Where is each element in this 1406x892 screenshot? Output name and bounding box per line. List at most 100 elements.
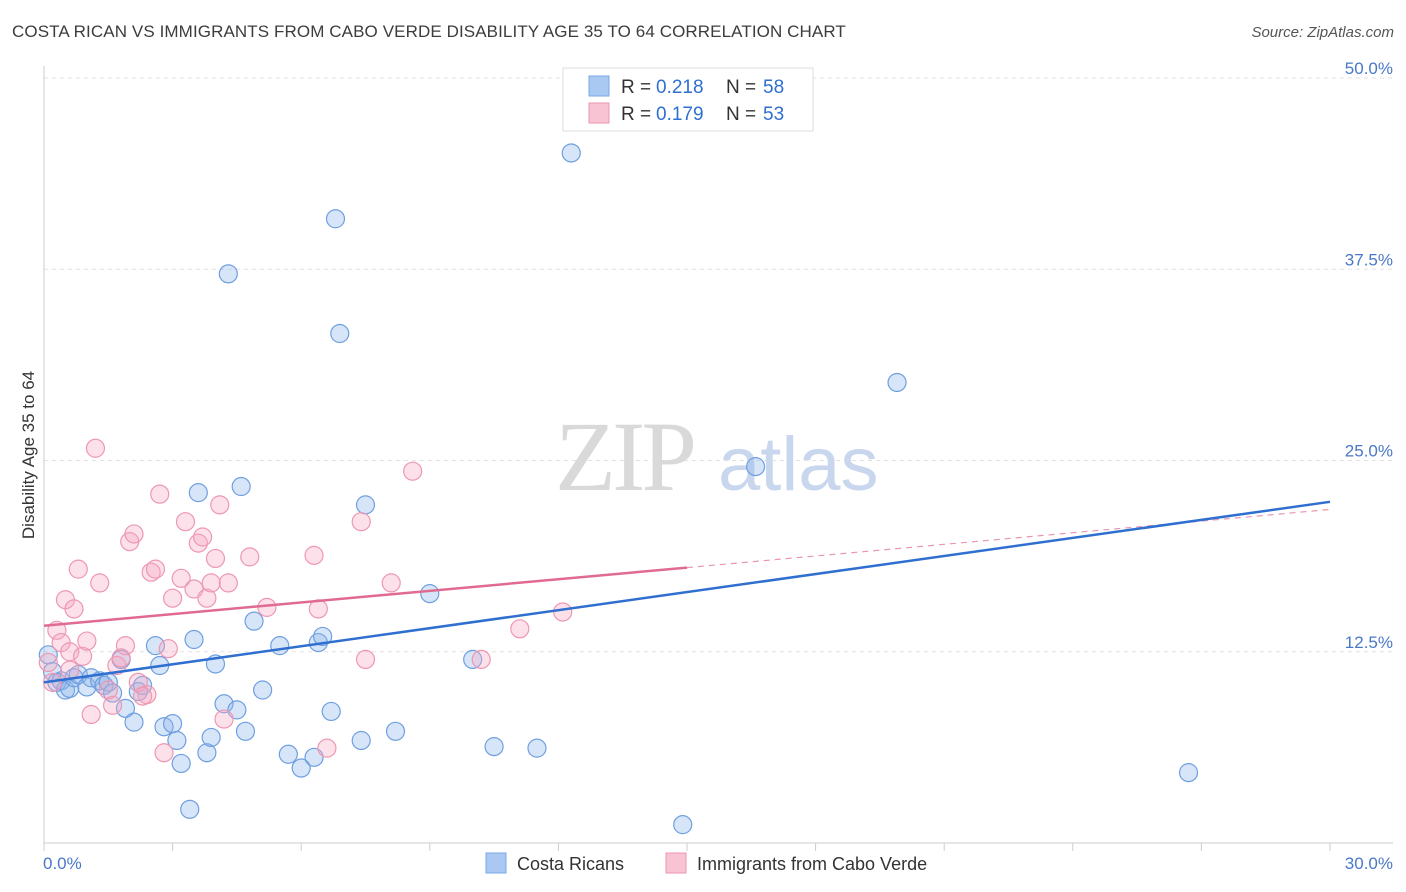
- point-costa-rican-40: [291, 758, 311, 778]
- point-costa-rican-57: [887, 372, 907, 393]
- point-cabo-verde-47: [403, 461, 423, 481]
- point-cabo-verde-14: [102, 695, 123, 715]
- y-tick-labels: 12.5% 25.0% 37.5% 50.0%: [1345, 59, 1393, 652]
- point-costa-rican-47: [351, 730, 371, 751]
- y-tick-label-1: 25.0%: [1345, 442, 1393, 461]
- chart-title: COSTA RICAN VS IMMIGRANTS FROM CABO VERD…: [12, 22, 846, 41]
- point-costa-rican-43: [313, 626, 333, 647]
- point-cabo-verde-51: [132, 686, 153, 706]
- point-cabo-verde-25: [154, 743, 174, 763]
- point-cabo-verde-33: [197, 588, 217, 608]
- point-costa-rican-39: [278, 744, 298, 764]
- point-cabo-verde-44: [351, 512, 371, 532]
- point-cabo-verde-34: [201, 573, 221, 593]
- legend-r-label-1: R =: [621, 104, 651, 125]
- point-cabo-verde-28: [171, 568, 191, 588]
- trend-line-costa-rican: [43, 500, 1331, 684]
- point-costa-rican-53: [527, 738, 547, 758]
- legend-r-value-1: 0.179: [656, 104, 704, 125]
- point-costa-rican-55: [673, 815, 693, 835]
- trend-line-cabo-verde: [43, 566, 688, 627]
- point-cabo-verde-7: [68, 559, 88, 579]
- y-axis-label: Disability Age 35 to 64: [19, 371, 38, 539]
- y-tick-label-2: 37.5%: [1345, 250, 1393, 269]
- point-cabo-verde-38: [218, 573, 238, 593]
- point-costa-rican-48: [355, 495, 376, 515]
- point-costa-rican-28: [197, 743, 217, 763]
- point-costa-rican-52: [484, 737, 504, 757]
- bottom-legend-swatch-blue: [485, 852, 507, 874]
- bottom-legend-label-1: Immigrants from Cabo Verde: [697, 854, 927, 874]
- y-tick-label-0: 12.5%: [1345, 633, 1393, 652]
- point-cabo-verde-46: [381, 573, 401, 593]
- point-costa-rican-38: [270, 636, 290, 656]
- point-cabo-verde-50: [553, 602, 573, 622]
- point-cabo-verde-43: [317, 738, 337, 758]
- point-cabo-verde-37: [214, 709, 234, 729]
- point-cabo-verde-6: [64, 599, 84, 619]
- point-costa-rican-23: [167, 730, 187, 751]
- point-costa-rican-34: [231, 476, 251, 497]
- point-cabo-verde-19: [124, 524, 144, 544]
- point-cabo-verde-0: [38, 652, 58, 673]
- bottom-legend-swatch-pink: [665, 852, 687, 874]
- point-costa-rican-32: [218, 264, 238, 284]
- point-cabo-verde-35: [205, 548, 226, 569]
- point-cabo-verde-49: [510, 619, 530, 639]
- point-cabo-verde-16: [111, 648, 131, 668]
- point-costa-rican-54: [561, 143, 581, 163]
- point-costa-rican-27: [188, 483, 208, 503]
- point-cabo-verde-24: [150, 484, 170, 504]
- legend-n-label-1: N =: [726, 104, 756, 125]
- point-cabo-verde-29: [175, 512, 196, 532]
- legend-r-value-0: 0.218: [656, 77, 704, 98]
- point-costa-rican-58: [1178, 763, 1199, 783]
- legend-n-value-1: 53: [763, 104, 784, 125]
- point-cabo-verde-36: [210, 495, 230, 515]
- point-costa-rican-44: [321, 701, 341, 722]
- point-cabo-verde-11: [85, 438, 106, 458]
- axes: [43, 66, 1393, 851]
- point-cabo-verde-9: [77, 631, 97, 651]
- point-costa-rican-16: [124, 712, 144, 732]
- source-label: Source: ZipAtlas.com: [1251, 24, 1394, 41]
- watermark-atlas: atlas: [718, 422, 879, 507]
- point-costa-rican-22: [163, 714, 183, 734]
- bottom-legend-label-0: Costa Ricans: [517, 854, 624, 874]
- legend-bottom: Costa Ricans Immigrants from Cabo Verde: [485, 852, 927, 874]
- point-cabo-verde-10: [81, 704, 101, 725]
- y-tick-label-3: 50.0%: [1345, 59, 1393, 78]
- point-cabo-verde-8: [72, 646, 93, 666]
- point-costa-rican-56: [745, 457, 766, 477]
- point-cabo-verde-39: [240, 547, 260, 567]
- point-cabo-verde-26: [158, 639, 178, 659]
- legend-swatch-pink: [588, 102, 610, 124]
- point-cabo-verde-48: [471, 649, 491, 670]
- point-cabo-verde-23: [145, 559, 166, 579]
- point-costa-rican-45: [325, 209, 346, 229]
- point-cabo-verde-17: [115, 636, 136, 656]
- point-cabo-verde-32: [193, 527, 213, 547]
- point-costa-rican-25: [180, 799, 200, 819]
- point-costa-rican-49: [385, 721, 406, 741]
- point-cabo-verde-45: [355, 649, 376, 670]
- point-cabo-verde-27: [163, 588, 183, 608]
- point-costa-rican-46: [330, 323, 350, 344]
- point-costa-rican-35: [235, 721, 256, 741]
- legend-top: R = 0.218 N = 58 R = 0.179 N = 53: [562, 67, 814, 132]
- point-costa-rican-24: [171, 753, 191, 774]
- legend-swatch-blue: [588, 75, 610, 97]
- point-costa-rican-36: [244, 611, 264, 631]
- legend-r-label-0: R =: [621, 77, 651, 98]
- point-cabo-verde-12: [90, 573, 110, 593]
- trend-lines: [43, 500, 1331, 684]
- data-points: [38, 143, 1199, 835]
- point-costa-rican-37: [253, 680, 273, 700]
- legend-n-label-0: N =: [726, 77, 756, 98]
- trend-line-cabo-verde-dashed: [686, 508, 1331, 569]
- legend-n-value-0: 58: [763, 77, 784, 98]
- x-tick-label-0: 0.0%: [43, 854, 82, 873]
- point-cabo-verde-13: [98, 680, 118, 700]
- point-costa-rican-29: [201, 727, 221, 748]
